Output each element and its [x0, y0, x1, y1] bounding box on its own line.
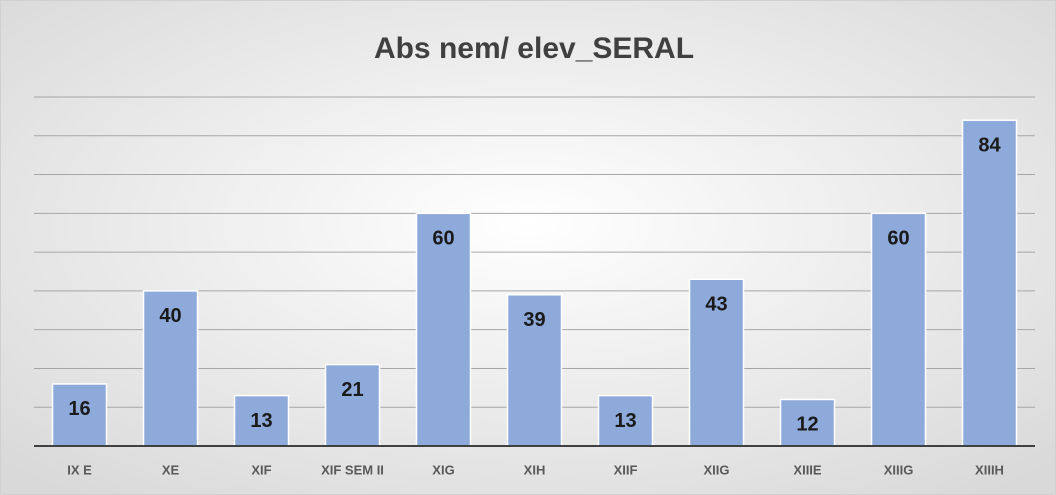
bar [779, 398, 836, 447]
x-tick-label: IX E [67, 462, 92, 477]
bar [506, 294, 563, 447]
x-tick-label: XIF [251, 462, 271, 477]
data-label: 60 [432, 228, 454, 250]
bar [961, 119, 1018, 447]
x-tick-label: XIIG [703, 462, 729, 477]
data-label: 43 [705, 294, 727, 316]
bar [51, 383, 108, 447]
data-label: 40 [159, 305, 181, 327]
data-label: 13 [614, 410, 636, 432]
data-label: 84 [978, 135, 1001, 157]
bar [597, 394, 654, 447]
x-tick-label: XIF SEM II [321, 462, 384, 477]
data-label: 60 [887, 228, 909, 250]
x-tick-label: XIIIG [884, 462, 914, 477]
bar [415, 212, 472, 447]
bar [870, 212, 927, 447]
x-tick-label: XIG [432, 462, 454, 477]
data-label: 16 [68, 398, 90, 420]
data-label: 21 [341, 379, 363, 401]
x-tick-label: XIIIH [975, 462, 1004, 477]
data-label: 12 [796, 414, 818, 436]
x-tick-label: XIIF [614, 462, 638, 477]
x-tick-label: XIIIE [793, 462, 822, 477]
data-label: 13 [250, 410, 272, 432]
x-tick-label: XIH [524, 462, 546, 477]
bar [324, 363, 381, 447]
x-tick-label: XE [162, 462, 180, 477]
bar [233, 394, 290, 447]
chart-title: Abs nem/ elev_SERAL [374, 32, 694, 65]
data-label: 39 [523, 309, 545, 331]
